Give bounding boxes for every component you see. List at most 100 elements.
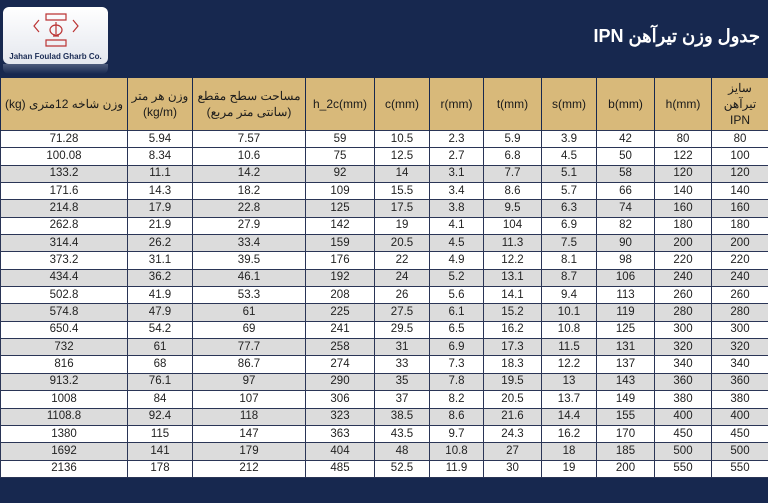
table-cell: 12.5 xyxy=(374,147,430,166)
table-cell: 107 xyxy=(192,390,306,409)
table-cell: 47.9 xyxy=(127,303,193,322)
table-cell: 258 xyxy=(305,338,375,357)
table-row: 180 180 82 6.9 104 4.1 19 142 27.9 21.9 262.8 xyxy=(0,216,768,236)
table-cell: 323 xyxy=(305,407,375,426)
table-cell: 180 xyxy=(711,216,768,236)
table-cell: 208 xyxy=(305,286,375,305)
table-cell: 360 xyxy=(654,372,712,392)
table-cell: 200 xyxy=(711,234,768,253)
table-cell: 306 xyxy=(305,390,375,409)
table-cell: 10.8 xyxy=(541,320,597,340)
table-cell: 550 xyxy=(654,459,712,478)
table-cell: 7.7 xyxy=(483,164,542,184)
table-cell: 500 xyxy=(654,442,712,461)
table-cell: 5.9 xyxy=(483,129,542,149)
table-cell: 48 xyxy=(374,442,430,461)
table-cell: 21.9 xyxy=(127,216,193,236)
table-cell: 31 xyxy=(374,338,430,357)
table-cell: 220 xyxy=(711,251,768,270)
table-cell: 42 xyxy=(596,129,655,149)
table-cell: 380 xyxy=(711,390,768,409)
table-cell: 200 xyxy=(596,459,655,478)
table-cell: 5.7 xyxy=(541,182,597,201)
table-cell: 119 xyxy=(596,303,655,322)
table-cell: 155 xyxy=(596,407,655,426)
table-cell: 18.2 xyxy=(192,182,306,201)
table-cell: 141 xyxy=(127,442,193,461)
table-cell: 3.8 xyxy=(429,199,484,218)
table-cell: 9.7 xyxy=(429,424,484,444)
table-cell: 160 xyxy=(711,199,768,218)
table-cell: 80 xyxy=(711,129,768,149)
table-cell: 500 xyxy=(711,442,768,461)
table-cell: 400 xyxy=(654,407,712,426)
company-logo: Jahan Foulad Gharb Co. xyxy=(3,7,108,64)
table-cell: 171.6 xyxy=(0,182,128,201)
table-cell: 314.4 xyxy=(0,234,128,253)
table-row: 140 140 66 5.7 8.6 3.4 15.5 109 18.2 14.3 171.6 xyxy=(0,182,768,201)
table-cell: 650.4 xyxy=(0,320,128,340)
table-cell: 17.3 xyxy=(483,338,542,357)
table-cell: 4.5 xyxy=(429,234,484,253)
table-cell: 18 xyxy=(541,442,597,461)
table-cell: 37 xyxy=(374,390,430,409)
table-cell: 12.2 xyxy=(483,251,542,270)
table-cell: 100 xyxy=(711,147,768,166)
table-cell: 27.9 xyxy=(192,216,306,236)
column-header: مساحت سطح مقطع (سانتی متر مربع) xyxy=(192,78,306,131)
table-cell: 20.5 xyxy=(374,234,430,253)
table-cell: 11.1 xyxy=(127,164,193,184)
table-cell: 149 xyxy=(596,390,655,409)
table-cell: 143 xyxy=(596,372,655,392)
table-cell: 13.7 xyxy=(541,390,597,409)
table-cell: 22.8 xyxy=(192,199,306,218)
table-cell: 38.5 xyxy=(374,407,430,426)
table-cell: 50 xyxy=(596,147,655,166)
table-cell: 71.28 xyxy=(0,129,128,149)
table-row: 360 360 143 13 19.5 7.8 35 290 97 76.1 913.2 xyxy=(0,372,768,392)
table-cell: 340 xyxy=(654,355,712,374)
column-header: وزن شاخه 12متری (kg) xyxy=(0,78,128,131)
table-cell: 4.5 xyxy=(541,147,597,166)
table-cell: 39.5 xyxy=(192,251,306,270)
table-cell: 2136 xyxy=(0,459,128,478)
table-cell: 434.4 xyxy=(0,268,128,288)
table-cell: 6.9 xyxy=(429,338,484,357)
table-cell: 11.3 xyxy=(483,234,542,253)
table-cell: 133.2 xyxy=(0,164,128,184)
column-header: h_2c(mm) xyxy=(305,78,375,131)
table-row: 220 220 98 8.1 12.2 4.9 22 176 39.5 31.1 373.2 xyxy=(0,251,768,270)
table-cell: 185 xyxy=(596,442,655,461)
ipn-weight-table: سایز تیرآهن IPN h(mm) b(mm) s(mm) t(mm) r(mm)… xyxy=(0,78,768,478)
table-cell: 137 xyxy=(596,355,655,374)
table-cell: 913.2 xyxy=(0,372,128,392)
table-cell: 17.5 xyxy=(374,199,430,218)
table-row: 120 120 58 5.1 7.7 3.1 14 92 14.2 11.1 133.2 xyxy=(0,164,768,184)
table-cell: 41.9 xyxy=(127,286,193,305)
table-cell: 14.2 xyxy=(192,164,306,184)
table-cell: 262.8 xyxy=(0,216,128,236)
table-cell: 8.34 xyxy=(127,147,193,166)
table-cell: 241 xyxy=(305,320,375,340)
table-cell: 280 xyxy=(711,303,768,322)
table-cell: 17.9 xyxy=(127,199,193,218)
table-cell: 732 xyxy=(0,338,128,357)
column-header: t(mm) xyxy=(483,78,542,131)
table-cell: 274 xyxy=(305,355,375,374)
table-cell: 15.5 xyxy=(374,182,430,201)
table-cell: 13.1 xyxy=(483,268,542,288)
table-cell: 6.9 xyxy=(541,216,597,236)
table-cell: 260 xyxy=(711,286,768,305)
table-cell: 84 xyxy=(127,390,193,409)
table-cell: 300 xyxy=(711,320,768,340)
table-cell: 5.1 xyxy=(541,164,597,184)
table-cell: 140 xyxy=(654,182,712,201)
table-cell: 5.2 xyxy=(429,268,484,288)
column-header: b(mm) xyxy=(596,78,655,131)
table-cell: 200 xyxy=(654,234,712,253)
table-cell: 550 xyxy=(711,459,768,478)
table-cell: 6.8 xyxy=(483,147,542,166)
table-cell: 80 xyxy=(654,129,712,149)
table-row: 500 500 185 18 27 10.8 48 404 179 141 1692 xyxy=(0,442,768,461)
table-cell: 10.5 xyxy=(374,129,430,149)
